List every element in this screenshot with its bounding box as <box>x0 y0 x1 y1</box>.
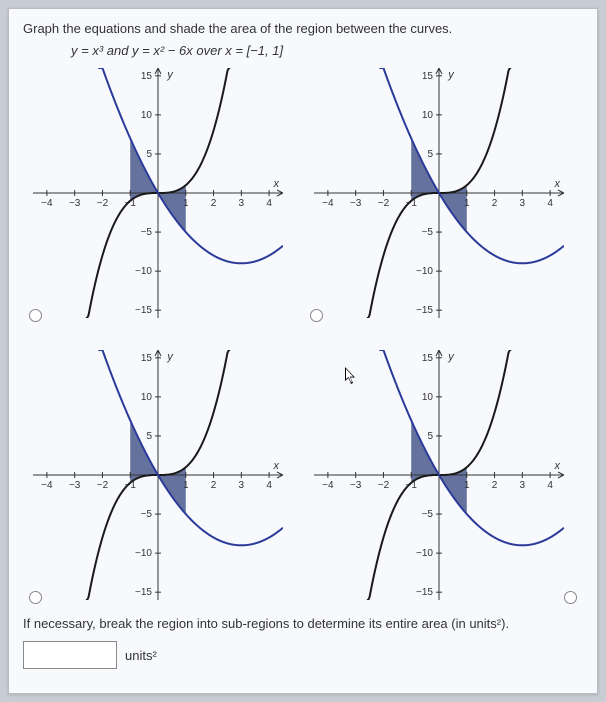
svg-text:−2: −2 <box>97 198 109 209</box>
curve-parabola <box>98 68 283 263</box>
svg-text:10: 10 <box>141 391 153 402</box>
units-label: units² <box>125 648 157 663</box>
svg-text:y: y <box>447 351 455 363</box>
svg-text:1: 1 <box>183 198 189 209</box>
svg-text:y: y <box>166 351 174 363</box>
svg-text:3: 3 <box>520 198 526 209</box>
svg-text:x: x <box>273 460 280 472</box>
svg-text:2: 2 <box>211 198 217 209</box>
svg-text:−15: −15 <box>416 305 433 316</box>
svg-text:−3: −3 <box>69 198 81 209</box>
svg-text:−2: −2 <box>378 198 390 209</box>
svg-text:y: y <box>447 69 455 81</box>
radio-bottom-right[interactable] <box>564 591 577 604</box>
chart-option-bottom-right[interactable]: xy−4−3−2−11234−15−10−551015 <box>314 350 573 600</box>
svg-text:x: x <box>554 178 561 190</box>
svg-text:1: 1 <box>464 198 470 209</box>
svg-text:−10: −10 <box>135 266 152 277</box>
svg-text:3: 3 <box>239 480 245 491</box>
svg-text:−4: −4 <box>41 198 53 209</box>
svg-text:5: 5 <box>427 148 433 159</box>
svg-text:3: 3 <box>239 198 245 209</box>
svg-text:4: 4 <box>547 480 553 491</box>
svg-text:15: 15 <box>141 352 153 363</box>
svg-text:4: 4 <box>547 198 553 209</box>
svg-text:15: 15 <box>422 352 434 363</box>
svg-text:−15: −15 <box>135 587 152 598</box>
svg-text:4: 4 <box>266 198 272 209</box>
svg-text:−2: −2 <box>97 480 109 491</box>
curve-parabola <box>379 350 564 545</box>
svg-text:−10: −10 <box>416 548 433 559</box>
svg-text:15: 15 <box>141 70 153 81</box>
area-input[interactable] <box>23 641 117 669</box>
svg-text:2: 2 <box>492 198 498 209</box>
svg-text:−3: −3 <box>69 480 81 491</box>
svg-text:−5: −5 <box>141 227 153 238</box>
svg-text:−10: −10 <box>416 266 433 277</box>
radio-bottom-left[interactable] <box>29 591 42 604</box>
chart-option-top-left[interactable]: xy−4−3−2−11234−15−10−551015 <box>33 68 292 318</box>
svg-text:4: 4 <box>266 480 272 491</box>
prompt-equation: y = x³ and y = x² − 6x over x = [−1, 1] <box>71 43 583 58</box>
svg-text:10: 10 <box>422 391 434 402</box>
svg-text:y: y <box>166 69 174 81</box>
svg-text:x: x <box>554 460 561 472</box>
chart-option-top-right[interactable]: xy−4−3−2−11234−15−10−551015 <box>314 68 573 318</box>
svg-text:2: 2 <box>492 480 498 491</box>
svg-text:−15: −15 <box>416 587 433 598</box>
svg-text:5: 5 <box>427 430 433 441</box>
prompt-line-2: If necessary, break the region into sub-… <box>23 614 583 634</box>
svg-text:5: 5 <box>146 430 152 441</box>
svg-text:10: 10 <box>422 109 434 120</box>
svg-text:−4: −4 <box>322 480 334 491</box>
svg-text:x: x <box>273 178 280 190</box>
svg-text:−3: −3 <box>350 480 362 491</box>
svg-text:1: 1 <box>464 480 470 491</box>
svg-text:−5: −5 <box>422 227 434 238</box>
svg-text:5: 5 <box>146 148 152 159</box>
svg-text:−4: −4 <box>322 198 334 209</box>
svg-text:−5: −5 <box>141 509 153 520</box>
svg-text:15: 15 <box>422 70 434 81</box>
exercise-page: Graph the equations and shade the area o… <box>8 8 598 694</box>
svg-text:1: 1 <box>183 480 189 491</box>
radio-top-right[interactable] <box>310 309 323 322</box>
svg-text:−4: −4 <box>41 480 53 491</box>
curve-parabola <box>98 350 283 545</box>
svg-text:−3: −3 <box>350 198 362 209</box>
svg-text:−2: −2 <box>378 480 390 491</box>
curve-parabola <box>379 68 564 263</box>
chart-grid: xy−4−3−2−11234−15−10−551015xy−4−3−2−1123… <box>33 68 573 600</box>
svg-text:−15: −15 <box>135 305 152 316</box>
svg-text:2: 2 <box>211 480 217 491</box>
answer-row: units² <box>23 641 583 669</box>
svg-text:10: 10 <box>141 109 153 120</box>
svg-text:3: 3 <box>520 480 526 491</box>
svg-text:−5: −5 <box>422 509 434 520</box>
svg-text:−10: −10 <box>135 548 152 559</box>
radio-top-left[interactable] <box>29 309 42 322</box>
prompt-line-1: Graph the equations and shade the area o… <box>23 19 583 39</box>
chart-option-bottom-left[interactable]: xy−4−3−2−11234−15−10−551015 <box>33 350 292 600</box>
